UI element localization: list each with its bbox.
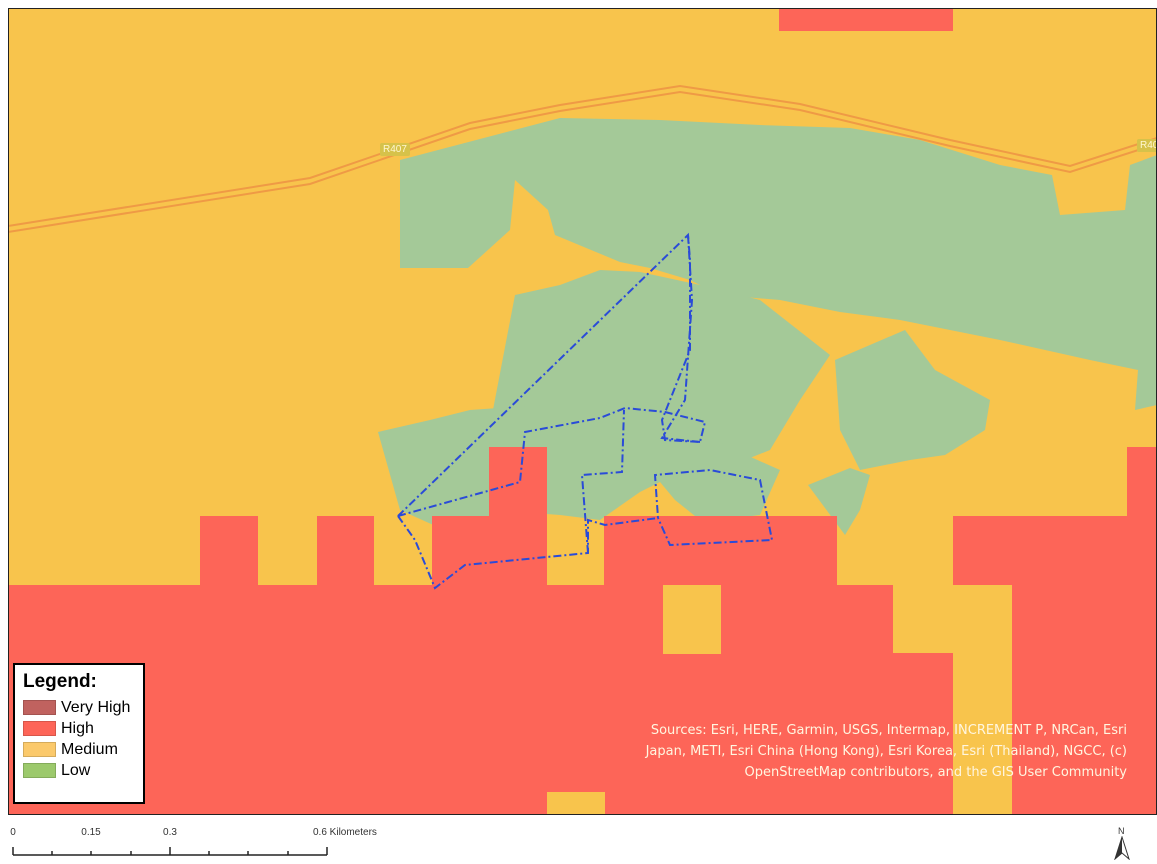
scale-tick-label-0-15: 0.15	[81, 827, 101, 838]
scale-bar: 0 0.15 0.3 0.6 Kilometers	[10, 827, 430, 861]
legend-swatch-medium	[23, 742, 56, 757]
legend: Legend: Very High High Medium Low	[13, 663, 145, 804]
legend-swatch-low	[23, 763, 56, 778]
legend-label-high: High	[61, 719, 94, 737]
legend-title: Legend:	[23, 671, 97, 692]
legend-label-low: Low	[61, 761, 91, 779]
scale-tick-label-0: 0	[10, 827, 16, 838]
high-risk-zones	[8, 8, 1157, 815]
low-risk-zones	[378, 118, 1157, 535]
road-r407	[8, 84, 1157, 233]
legend-item-medium: Medium	[23, 739, 135, 760]
legend-label-medium: Medium	[61, 740, 118, 758]
map-canvas[interactable]	[8, 8, 1157, 815]
legend-item-high: High	[23, 718, 135, 739]
attribution-line-1: Sources: Esri, HERE, Garmin, USGS, Inter…	[650, 723, 1127, 738]
legend-label-very-high: Very High	[61, 698, 131, 716]
attribution-line-2: Japan, METI, Esri China (Hong Kong), Esr…	[645, 744, 1127, 759]
study-area-boundary	[397, 232, 774, 590]
legend-item-very-high: Very High	[23, 697, 135, 718]
scale-tick-label-0-6-kilometers: 0.6 Kilometers	[313, 827, 377, 838]
attribution-text: Sources: Esri, HERE, Garmin, USGS, Inter…	[567, 720, 1127, 783]
scale-tick-label-0-3: 0.3	[163, 827, 177, 838]
medium-risk-patches	[547, 585, 721, 815]
road-label-r407: R407	[380, 143, 410, 156]
scale-bar-line	[12, 847, 328, 856]
legend-swatch-high	[23, 721, 56, 736]
north-arrow-label: N	[1118, 826, 1125, 836]
map-frame[interactable]: R407 R40	[8, 8, 1157, 815]
road-label-r40: R40	[1137, 139, 1157, 152]
north-arrow: N	[1112, 826, 1132, 860]
north-arrow-icon	[1114, 836, 1130, 860]
legend-item-low: Low	[23, 760, 135, 781]
attribution-line-3: OpenStreetMap contributors, and the GIS …	[744, 765, 1127, 780]
legend-swatch-very-high	[23, 700, 56, 715]
